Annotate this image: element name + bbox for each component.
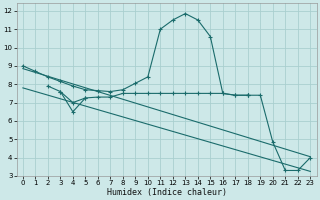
X-axis label: Humidex (Indice chaleur): Humidex (Indice chaleur)	[107, 188, 227, 197]
